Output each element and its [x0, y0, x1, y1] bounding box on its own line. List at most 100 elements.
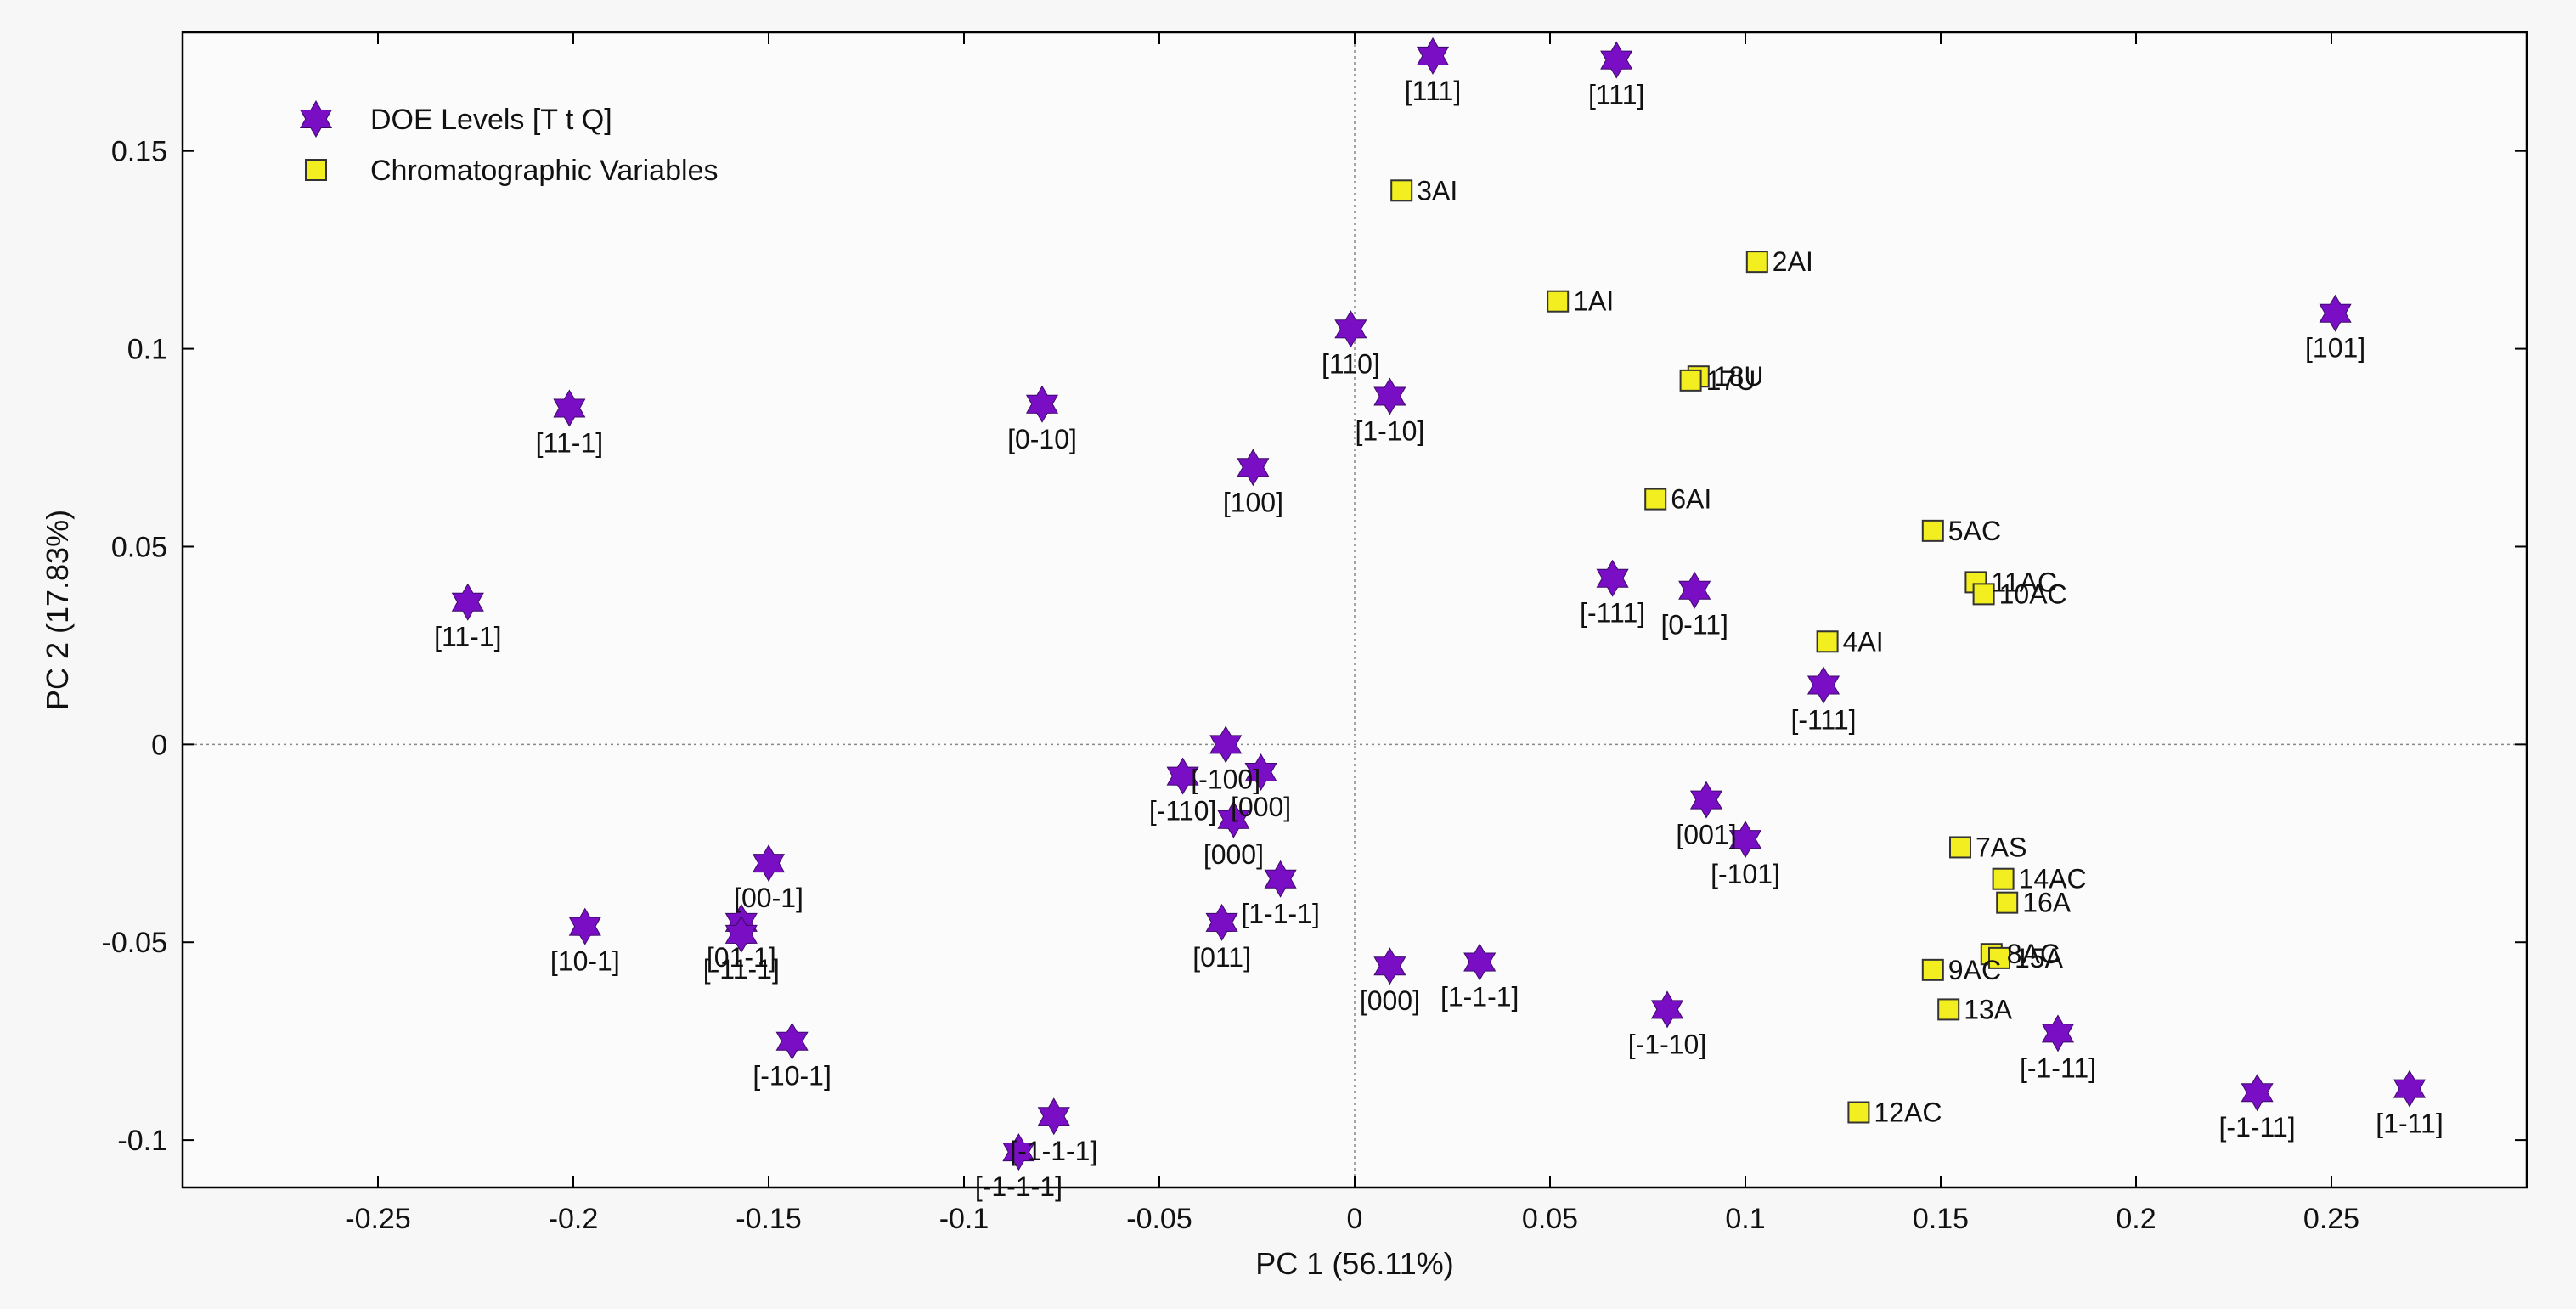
doe-level-label: [1-1-1]	[1440, 982, 1519, 1013]
x-tick-label: -0.1	[939, 1203, 989, 1235]
y-tick-label: -0.05	[102, 927, 168, 959]
legend-star-icon	[299, 100, 333, 138]
x-axis-title: PC 1 (56.11%)	[1255, 1246, 1453, 1281]
chromatographic-variable-label: 15A	[2015, 943, 2064, 973]
doe-level-label: [-11-1]	[703, 954, 780, 985]
doe-level-label: [-10-1]	[753, 1061, 831, 1092]
x-tick-label: 0.1	[1725, 1203, 1765, 1235]
y-tick-label: 0.15	[111, 136, 167, 168]
doe-level-marker	[1209, 725, 1243, 764]
doe-level-marker	[2393, 1069, 2427, 1108]
doe-level-label: [101]	[2305, 333, 2365, 364]
doe-level-marker	[1650, 990, 1684, 1029]
doe-level-label: [0-10]	[1007, 424, 1077, 454]
doe-level-marker	[1373, 947, 1406, 985]
chromatographic-variable-marker	[1644, 488, 1667, 511]
chromatographic-variable-marker	[1992, 867, 2015, 890]
y-tick-label: -0.1	[117, 1125, 167, 1157]
doe-level-marker	[1596, 559, 1629, 597]
doe-level-marker	[1166, 757, 1199, 795]
legend-entry-label: Chromatographic Variables	[370, 155, 718, 187]
doe-level-label: [-1-1-1]	[975, 1171, 1063, 1202]
y-tick-label: 0.05	[111, 531, 167, 563]
chromatographic-variable-label: 18U	[1714, 361, 1764, 392]
chromatographic-variable-marker	[1949, 836, 1971, 859]
doe-level-label: [11-1]	[434, 622, 501, 652]
y-axis-ticks: -0.1 -0.05 0 0.05 0.1 0.15	[102, 136, 2527, 1157]
doe-level-marker	[1217, 800, 1250, 838]
x-tick-label: -0.25	[345, 1203, 411, 1235]
doe-level-label: [1-11]	[2376, 1109, 2443, 1139]
data-labels: [111] [111] [101] [110] [1-10] [11-1] [0-10] [1…	[434, 76, 2444, 1202]
doe-level-label: [-111]	[1580, 598, 1645, 629]
y-tick-label: 0.1	[127, 334, 167, 366]
chromatographic-variable-marker	[1847, 1101, 1870, 1124]
doe-level-label: [000]	[1231, 792, 1291, 822]
doe-level-label: [-101]	[1711, 859, 1780, 889]
chromatographic-variable-label: 8AC	[2007, 939, 2060, 969]
doe-level-marker	[1807, 666, 1840, 704]
doe-level-marker	[1416, 37, 1450, 75]
doe-level-marker	[1237, 449, 1270, 487]
legend-entry-label: DOE Levels [T t Q]	[370, 104, 612, 136]
doe-level-marker	[1264, 860, 1297, 898]
chromatographic-variable-marker	[1390, 179, 1413, 202]
doe-level-label: [1-1-1]	[1241, 899, 1319, 929]
doe-level-marker	[1463, 943, 1497, 981]
x-tick-label: 0.05	[1522, 1203, 1578, 1235]
x-tick-label: -0.05	[1126, 1203, 1192, 1235]
doe-level-label: [-1-11]	[2020, 1052, 2096, 1083]
chromatographic-variable-marker	[1921, 519, 1944, 542]
chromatographic-variable-label: 16A	[2022, 888, 2072, 918]
chromatographic-variable-marker	[1996, 891, 2019, 914]
doe-level-label: [01-1]	[707, 942, 776, 973]
doe-level-marker	[1600, 41, 1633, 79]
x-tick-label: -0.2	[549, 1203, 599, 1235]
chromatographic-variable-marker	[1679, 369, 1702, 392]
doe-level-marker	[1205, 903, 1238, 941]
doe-level-marker	[775, 1022, 809, 1060]
doe-level-marker	[1025, 385, 1059, 423]
doe-level-label: [100]	[1223, 487, 1283, 517]
chromatographic-variable-label: 7AS	[1976, 832, 2026, 862]
doe-level-label: [-111]	[1790, 704, 1856, 735]
doe-level-label: [10-1]	[550, 946, 620, 977]
doe-level-label: [0-11]	[1660, 610, 1728, 640]
doe-level-marker	[1678, 571, 1711, 609]
chromatographic-variable-label: 4AI	[1843, 626, 1884, 657]
doe-level-label: [-100]	[1191, 764, 1260, 794]
chromatographic-variable-marker	[1921, 958, 1944, 981]
doe-level-label: [011]	[1192, 942, 1251, 973]
doe-level-label: [00-1]	[734, 883, 803, 913]
doe-level-marker	[1244, 753, 1277, 791]
doe-level-label: [000]	[1203, 839, 1264, 870]
doe-level-label: [11-1]	[536, 427, 603, 458]
x-tick-label: 0.15	[1913, 1203, 1969, 1235]
zero-lines	[183, 32, 2527, 1188]
doe-level-marker	[1689, 781, 1723, 819]
doe-level-label: [111]	[1405, 76, 1461, 106]
legend: DOE Levels [T t Q] Chromatographic Variab…	[299, 100, 718, 187]
x-tick-label: 0.2	[2116, 1203, 2156, 1235]
chromatographic-variable-label: 1AI	[1573, 286, 1614, 317]
doe-level-marker	[2241, 1074, 2274, 1112]
doe-level-marker	[2319, 294, 2352, 332]
doe-level-label: [111]	[1588, 80, 1644, 110]
chromatographic-variable-label: 11AC	[1991, 567, 2057, 597]
doe-level-label: [001]	[1676, 820, 1736, 850]
chromatographic-variable-label: 10AC	[1999, 578, 2067, 609]
doe-level-marker	[568, 907, 601, 945]
chromatographic-variable-label: 9AC	[1948, 955, 2001, 985]
doe-level-label: [1-10]	[1355, 415, 1424, 446]
data-markers	[451, 37, 2427, 1171]
chromatographic-variable-marker	[1972, 583, 1995, 606]
chromatographic-variable-label: 6AI	[1671, 484, 1711, 515]
x-tick-label: 0.25	[2303, 1203, 2359, 1235]
doe-level-marker	[2041, 1014, 2075, 1052]
chromatographic-variable-label: 5AC	[1948, 516, 2001, 546]
chromatographic-variable-label: 12AC	[1874, 1097, 1942, 1128]
doe-level-marker	[1373, 377, 1406, 415]
doe-level-marker	[1002, 1133, 1035, 1171]
chromatographic-variable-label: 17U	[1706, 365, 1756, 396]
